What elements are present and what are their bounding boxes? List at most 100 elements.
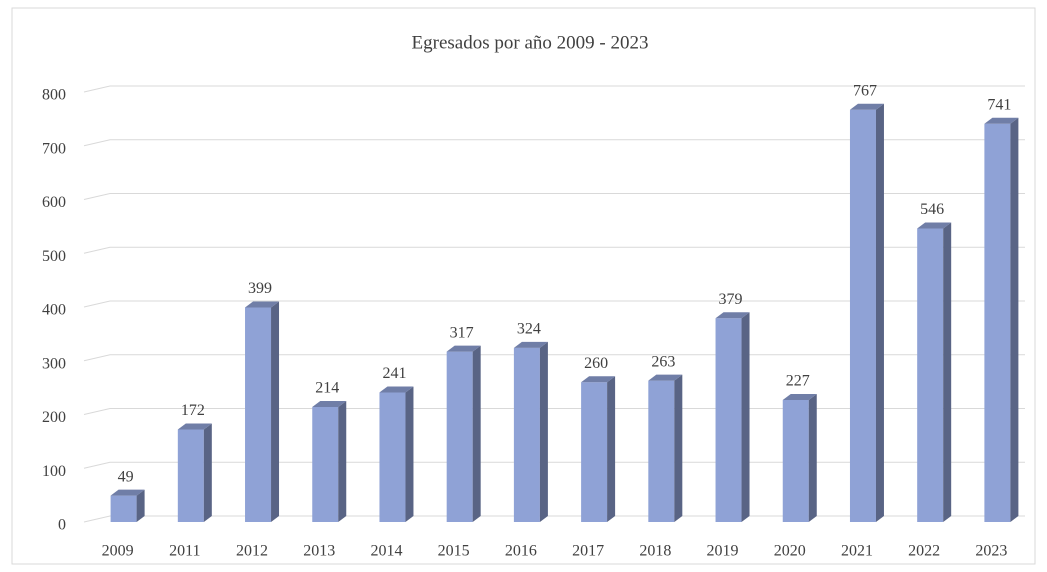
x-tick-label: 2022 xyxy=(908,543,940,560)
data-label: 399 xyxy=(248,280,272,297)
data-label: 227 xyxy=(786,373,810,390)
bar-side xyxy=(539,341,548,522)
y-tick-label: 500 xyxy=(42,248,66,265)
x-tick-label: 2017 xyxy=(572,543,604,560)
x-tick-label: 2018 xyxy=(639,543,671,560)
bar-side xyxy=(271,301,280,522)
bar-top xyxy=(581,376,616,383)
bar-front xyxy=(177,429,204,522)
bar-top xyxy=(849,103,884,110)
grid-line xyxy=(83,85,1025,93)
data-label: 172 xyxy=(181,402,205,419)
x-tick-label: 2016 xyxy=(505,543,537,560)
bar xyxy=(849,103,884,523)
bar xyxy=(782,393,817,522)
bar xyxy=(177,423,212,522)
bar-side xyxy=(741,312,750,522)
bar-top xyxy=(110,489,145,496)
bar-top xyxy=(245,301,280,308)
y-tick-label: 0 xyxy=(58,517,66,534)
y-tick-label: 200 xyxy=(42,409,66,426)
bar xyxy=(379,386,414,522)
bar xyxy=(715,312,750,522)
bar-side xyxy=(405,386,414,522)
chart-title: Egresados por año 2009 - 2023 xyxy=(412,32,649,53)
bar-front xyxy=(581,382,608,522)
bar-side xyxy=(472,345,481,522)
x-tick-label: 2013 xyxy=(303,543,335,560)
bar-front xyxy=(312,406,339,522)
x-tick-label: 2021 xyxy=(841,543,873,560)
bar-front xyxy=(245,307,272,522)
bar-front xyxy=(782,399,809,522)
y-tick-label: 100 xyxy=(42,463,66,480)
grid-line xyxy=(83,300,1025,308)
x-tick-label: 2019 xyxy=(707,543,739,560)
data-label: 263 xyxy=(651,353,675,370)
bar-top xyxy=(917,222,952,229)
grid-line xyxy=(83,193,1025,200)
bar-front xyxy=(984,123,1011,523)
bar xyxy=(513,341,548,522)
bar-top xyxy=(782,393,817,400)
data-label: 324 xyxy=(517,321,541,338)
bar-front xyxy=(379,392,406,522)
bar-side xyxy=(607,376,616,522)
bar-front xyxy=(715,318,742,522)
y-tick-label: 400 xyxy=(42,302,66,319)
bar-top xyxy=(648,374,683,381)
bar-top xyxy=(513,341,548,348)
y-tick-label: 700 xyxy=(42,140,66,157)
bar-side xyxy=(674,374,683,522)
bar-top xyxy=(177,423,212,430)
x-tick-label: 2020 xyxy=(774,543,806,560)
bar-front xyxy=(648,380,675,522)
data-label: 741 xyxy=(987,96,1011,113)
bar-top xyxy=(446,345,481,352)
grid-line xyxy=(83,139,1025,147)
bar xyxy=(917,222,952,522)
data-label: 546 xyxy=(920,201,944,218)
bar-front xyxy=(110,495,137,522)
bar xyxy=(312,400,347,522)
x-tick-label: 2015 xyxy=(438,543,470,560)
bar-top xyxy=(312,400,347,407)
y-tick-label: 600 xyxy=(42,194,66,211)
y-tick-label: 300 xyxy=(42,355,66,372)
bar-front xyxy=(446,351,473,522)
data-label: 241 xyxy=(382,365,406,382)
data-label: 379 xyxy=(719,291,743,308)
bar xyxy=(245,301,280,522)
bar xyxy=(648,374,683,522)
data-label: 214 xyxy=(315,380,339,397)
bar-front xyxy=(513,347,540,522)
bar-side xyxy=(203,423,212,522)
data-label: 317 xyxy=(450,324,474,341)
bar xyxy=(581,376,616,522)
data-label: 260 xyxy=(584,355,608,372)
bar-side xyxy=(808,393,817,522)
bar-side xyxy=(943,222,952,522)
x-tick-label: 2014 xyxy=(370,543,402,560)
grid-line xyxy=(83,246,1025,254)
bar-front xyxy=(849,109,876,523)
bar-side xyxy=(136,489,145,522)
bar xyxy=(984,117,1019,523)
x-tick-label: 2011 xyxy=(169,543,200,560)
bar-side xyxy=(1010,117,1019,523)
x-tick-label: 2012 xyxy=(236,543,268,560)
x-tick-label: 2023 xyxy=(975,543,1007,560)
bar-side xyxy=(875,103,884,523)
data-label: 49 xyxy=(118,468,134,485)
x-tick-label: 2009 xyxy=(102,543,134,560)
bar xyxy=(110,489,145,522)
bar xyxy=(446,345,481,522)
bar-front xyxy=(917,228,944,522)
data-label: 767 xyxy=(853,82,877,99)
bar-top xyxy=(715,312,750,319)
bar-top xyxy=(984,117,1019,124)
y-tick-label: 800 xyxy=(42,87,66,104)
bar-side xyxy=(338,400,347,522)
bar-top xyxy=(379,386,414,393)
